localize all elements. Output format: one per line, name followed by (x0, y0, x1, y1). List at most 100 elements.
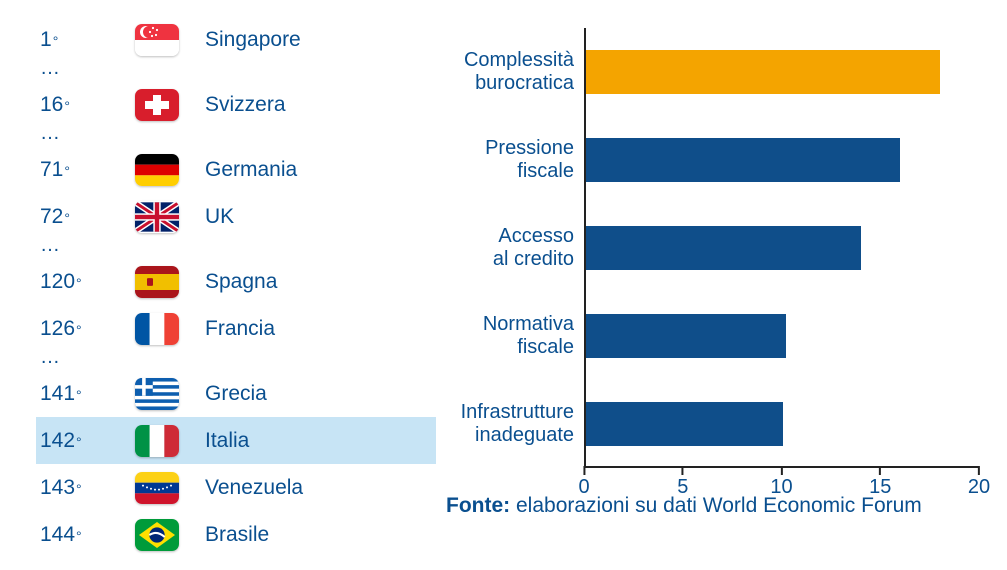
ranking-position: 144° (40, 523, 135, 547)
ranking-rank-number: 71 (40, 158, 63, 182)
ranking-rank-number: 16 (40, 93, 63, 117)
ranking-row: 71° Germania (36, 146, 436, 193)
x-tick: 5 (677, 468, 688, 499)
ranking-row: 120° Spagna (36, 258, 436, 305)
ranking-rank-number: 144 (40, 523, 75, 547)
x-tick: 0 (578, 468, 589, 499)
ranking-country-name: Germania (205, 158, 297, 182)
ranking-position: 1° (40, 28, 135, 52)
bar-category-label: Accessoal credito (444, 204, 584, 292)
x-tick-label: 5 (677, 476, 688, 499)
ch-flag-icon (135, 89, 179, 121)
ranking-rank-ordinal: ° (76, 275, 82, 291)
ranking-position: 120° (40, 270, 135, 294)
bar-category-label-line: Normativa (483, 313, 574, 336)
bar (586, 314, 786, 358)
bar-category-label-line: inadeguate (475, 424, 574, 447)
ranking-position: 141° (40, 382, 135, 406)
ranking-position: 142° (40, 429, 135, 453)
ranking-country-name: UK (205, 205, 234, 229)
ranking-rank-number: 72 (40, 205, 63, 229)
x-tick-mark (879, 466, 881, 475)
x-tick-mark (978, 466, 980, 475)
bar-chart: ComplessitàburocraticaPressionefiscaleAc… (444, 10, 989, 490)
right-column: ComplessitàburocraticaPressionefiscaleAc… (436, 10, 989, 570)
x-tick-label: 10 (770, 476, 792, 499)
x-tick: 10 (770, 468, 792, 499)
bar-chart-x-ticks: 05101520 (584, 468, 979, 508)
ranking-rank-ordinal: ° (64, 98, 70, 114)
ranking-ellipsis: … (36, 128, 436, 146)
bar-category-label-line: Accesso (498, 225, 574, 248)
de-flag-icon (135, 154, 179, 186)
x-tick-mark (781, 466, 783, 475)
ranking-rank-number: 143 (40, 476, 75, 500)
ranking-flag-cell (135, 425, 205, 457)
bar-category-label: Complessitàburocratica (444, 28, 584, 116)
ranking-row: 143° Venezuela (36, 464, 436, 511)
bar-category-label: Normativafiscale (444, 292, 584, 380)
ranking-rank-number: 141 (40, 382, 75, 406)
ve-flag-icon (135, 472, 179, 504)
bar (586, 138, 900, 182)
es-flag-icon (135, 266, 179, 298)
ranking-flag-cell (135, 154, 205, 186)
x-tick-label: 20 (968, 476, 990, 499)
ranking-ellipsis: … (36, 352, 436, 370)
ranking-flag-cell (135, 378, 205, 410)
ranking-rank-number: 142 (40, 429, 75, 453)
it-flag-icon (135, 425, 179, 457)
ranking-row: 141° Grecia (36, 370, 436, 417)
x-tick-label: 15 (869, 476, 891, 499)
bar-category-label-line: burocratica (475, 72, 574, 95)
bar (586, 226, 861, 270)
ranking-row: 72° UK (36, 193, 436, 240)
bar-category-label-line: fiscale (517, 336, 574, 359)
source-label: Fonte: (446, 494, 510, 517)
fr-flag-icon (135, 313, 179, 345)
bar-category-label-line: Infrastrutture (461, 401, 574, 424)
bar-category-label-line: fiscale (517, 160, 574, 183)
ranking-row: 16° Svizzera (36, 81, 436, 128)
ranking-row: 142° Italia (36, 417, 436, 464)
x-tick-mark (682, 466, 684, 475)
ranking-country-name: Italia (205, 429, 249, 453)
uk-flag-icon (135, 201, 179, 233)
bar-category-label: Infrastruttureinadeguate (444, 380, 584, 468)
country-ranking-list: 1° Singapore…16° Svizzera…71° Germania72… (36, 10, 436, 570)
ranking-position: 126° (40, 317, 135, 341)
page-root: 1° Singapore…16° Svizzera…71° Germania72… (0, 0, 1007, 570)
ranking-ellipsis: … (36, 63, 436, 81)
ranking-rank-ordinal: ° (64, 163, 70, 179)
bar (586, 402, 783, 446)
ranking-flag-cell (135, 519, 205, 551)
ranking-rank-ordinal: ° (64, 210, 70, 226)
bar (586, 50, 940, 94)
ranking-position: 143° (40, 476, 135, 500)
ranking-flag-cell (135, 313, 205, 345)
ranking-rank-ordinal: ° (76, 322, 82, 338)
ranking-flag-cell (135, 201, 205, 233)
sg-flag-icon (135, 24, 179, 56)
ranking-flag-cell (135, 89, 205, 121)
ranking-rank-number: 120 (40, 270, 75, 294)
ranking-rank-number: 1 (40, 28, 52, 52)
ranking-row: 126° Francia (36, 305, 436, 352)
x-tick: 15 (869, 468, 891, 499)
gr-flag-icon (135, 378, 179, 410)
ranking-country-name: Spagna (205, 270, 277, 294)
bar-category-label: Pressionefiscale (444, 116, 584, 204)
ranking-flag-cell (135, 24, 205, 56)
ranking-position: 71° (40, 158, 135, 182)
ranking-row: 1° Singapore (36, 16, 436, 63)
ranking-country-name: Francia (205, 317, 275, 341)
bar-chart-category-labels: ComplessitàburocraticaPressionefiscaleAc… (444, 28, 584, 490)
bar-chart-plot-area (584, 28, 979, 468)
bar-chart-plot: 05101520 (584, 28, 989, 508)
bar-category-label-line: Pressione (485, 137, 574, 160)
bar-category-label-line: al credito (493, 248, 574, 271)
ranking-rank-ordinal: ° (76, 528, 82, 544)
ranking-country-name: Brasile (205, 523, 269, 547)
ranking-position: 16° (40, 93, 135, 117)
x-tick-label: 0 (578, 476, 589, 499)
